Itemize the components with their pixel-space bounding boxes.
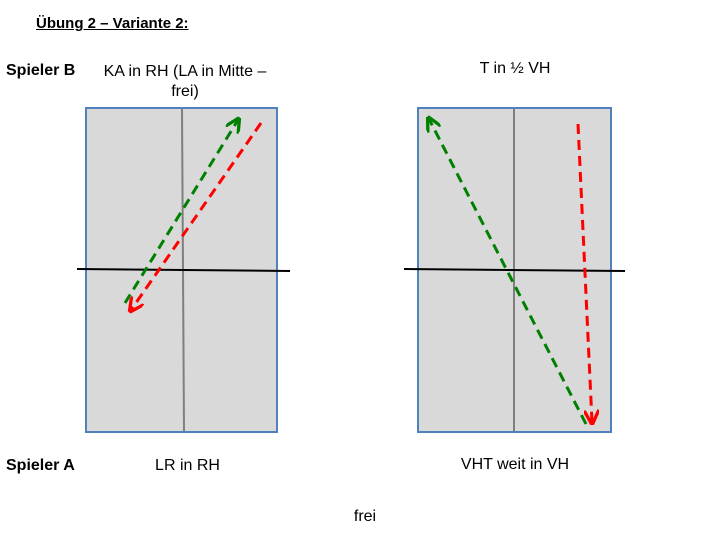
footer-note: frei xyxy=(353,508,377,525)
player-b-left-description: KA in RH (LA in Mitte – frei) xyxy=(103,63,267,100)
player-a-right-description: VHT weit in VH xyxy=(460,456,570,473)
player-b-label: Spieler B xyxy=(6,62,76,79)
right-green-arrow xyxy=(429,119,588,425)
right-table-net xyxy=(403,268,626,272)
left-table-net xyxy=(76,268,291,272)
exercise-title: Übung 2 – Variante 2: xyxy=(36,15,189,32)
left-red-arrow xyxy=(131,122,263,310)
player-b-right-description: T in ½ VH xyxy=(479,60,551,77)
right-table xyxy=(403,107,626,433)
right-red-arrow xyxy=(576,123,592,422)
left-green-arrow xyxy=(123,120,238,304)
left-table xyxy=(76,107,291,433)
player-a-left-description: LR in RH xyxy=(155,457,220,474)
player-a-label: Spieler A xyxy=(6,457,75,474)
